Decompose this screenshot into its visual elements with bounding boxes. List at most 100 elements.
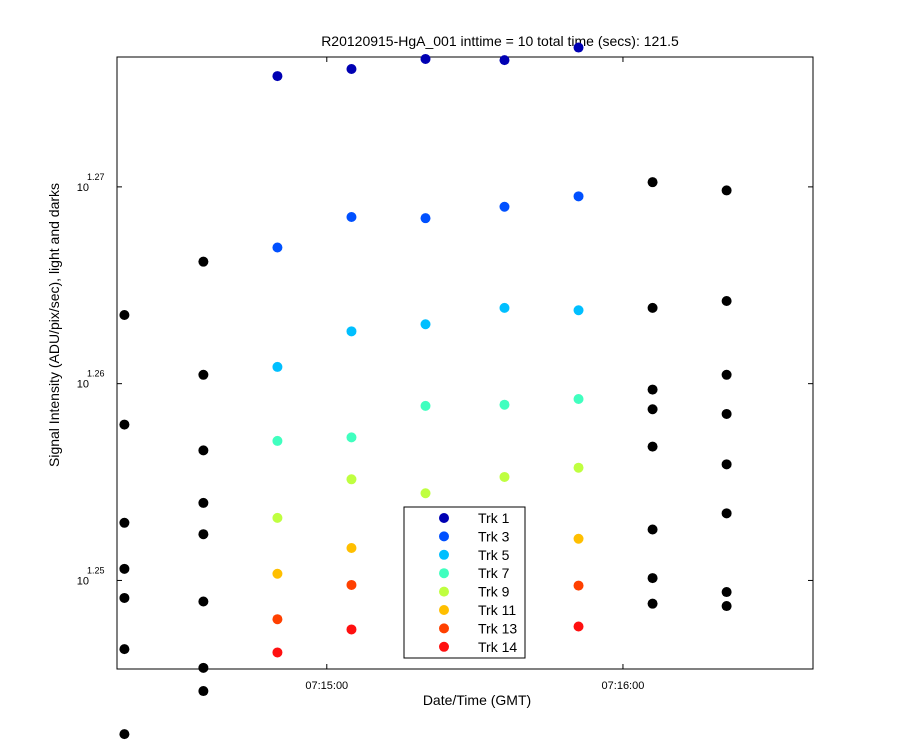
data-point: [647, 573, 658, 584]
data-point: [420, 213, 431, 224]
data-point: [573, 191, 584, 202]
data-point: [573, 621, 584, 632]
data-point: [272, 614, 283, 625]
legend-marker: [439, 623, 449, 634]
legend-label: Trk 5: [478, 547, 510, 563]
data-point: [647, 598, 658, 609]
data-point: [272, 568, 283, 579]
data-point: [346, 474, 357, 485]
data-point: [721, 587, 732, 598]
data-point: [647, 404, 658, 415]
data-point: [499, 302, 510, 313]
legend-label: Trk 9: [478, 584, 510, 600]
data-point: [420, 319, 431, 330]
series-8: [119, 177, 732, 740]
data-point: [420, 53, 431, 64]
x-axis: 07:15:00 07:16:00: [305, 57, 644, 692]
data-point: [198, 256, 209, 267]
series-7: [272, 621, 584, 658]
data-point: [420, 400, 431, 411]
data-point: [272, 435, 283, 446]
legend-marker: [439, 531, 449, 542]
data-point: [272, 71, 283, 82]
data-point: [346, 211, 357, 222]
data-point: [119, 729, 130, 740]
series-3: [272, 394, 584, 446]
data-point: [647, 384, 658, 395]
data-point: [647, 441, 658, 452]
data-point: [721, 408, 732, 419]
data-point: [573, 394, 584, 405]
data-point: [119, 592, 130, 603]
data-point: [346, 432, 357, 443]
legend-marker: [439, 586, 449, 597]
legend-label: Trk 11: [478, 602, 516, 618]
data-point: [573, 305, 584, 316]
data-point: [346, 64, 357, 75]
data-point: [119, 517, 130, 528]
data-point: [346, 542, 357, 553]
data-point: [198, 529, 209, 540]
y-tick-exponent: 1.25: [87, 565, 105, 575]
data-point: [119, 563, 130, 574]
data-point: [119, 419, 130, 430]
data-point: [721, 601, 732, 612]
data-point: [346, 579, 357, 590]
chart-title: R20120915-HgA_001 inttime = 10 total tim…: [321, 33, 679, 49]
series-2: [272, 302, 584, 372]
data-point: [420, 488, 431, 499]
series-1: [272, 191, 584, 253]
data-point: [573, 580, 584, 591]
legend-label: Trk 14: [478, 639, 517, 655]
data-point: [198, 662, 209, 673]
y-tick-exponent: 1.26: [87, 369, 105, 379]
data-point: [272, 647, 283, 658]
legend-marker: [439, 549, 449, 560]
data-point: [198, 686, 209, 697]
x-axis-label: Date/Time (GMT): [423, 692, 531, 708]
legend-marker: [439, 513, 449, 523]
data-point: [721, 369, 732, 380]
data-point: [647, 302, 658, 313]
y-tick-exponent: 1.27: [87, 172, 105, 182]
legend: Trk 1 Trk 3 Trk 5 Trk 7 Trk 9 Trk 11 Trk 13 Trk…: [403, 506, 526, 659]
legend-label: Trk 7: [478, 565, 510, 581]
data-point: [119, 644, 130, 655]
series-6: [272, 579, 584, 625]
y-tick-base: 10: [77, 182, 89, 194]
data-point: [272, 361, 283, 372]
data-point: [198, 369, 209, 380]
data-point: [647, 177, 658, 188]
legend-label: Trk 13: [478, 620, 517, 636]
y-tick-base: 10: [77, 575, 89, 587]
data-point: [119, 309, 130, 320]
legend-marker: [439, 605, 449, 615]
data-point: [647, 524, 658, 535]
data-point: [721, 296, 732, 307]
data-point: [198, 596, 209, 607]
x-tick-label: 07:15:00: [305, 680, 348, 692]
data-point: [573, 462, 584, 473]
series-4: [272, 462, 584, 523]
x-tick-label: 07:16:00: [602, 680, 645, 692]
data-point: [721, 459, 732, 470]
series-0: [272, 42, 584, 82]
legend-box: [403, 506, 526, 659]
data-point: [346, 326, 357, 337]
legend-marker: [439, 641, 449, 652]
data-point: [573, 42, 584, 53]
data-point: [198, 497, 209, 508]
data-point: [272, 242, 283, 253]
legend-label: Trk 3: [478, 528, 510, 544]
data-point: [573, 533, 584, 544]
data-point: [499, 201, 510, 212]
data-point: [721, 185, 732, 196]
data-point: [499, 399, 510, 410]
legend-marker: [439, 568, 449, 579]
data-point: [198, 445, 209, 456]
data-point: [499, 471, 510, 482]
y-tick-base: 10: [77, 379, 89, 391]
legend-label: Trk 1: [478, 510, 510, 526]
